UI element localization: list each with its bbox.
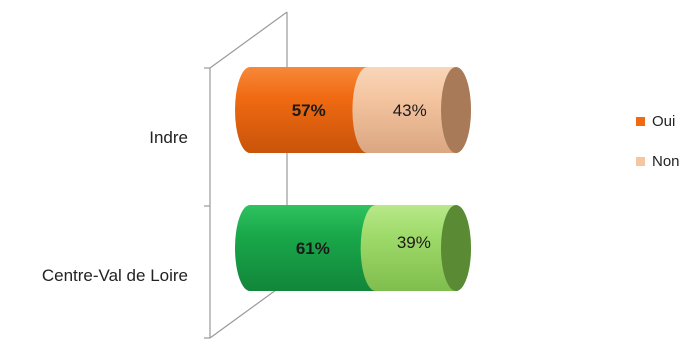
cylinder-end-cap bbox=[441, 205, 471, 291]
legend-item-non: Non bbox=[636, 152, 680, 170]
bar-segment-oui bbox=[235, 67, 383, 153]
legend-swatch-non bbox=[636, 156, 645, 166]
bar-segment-non bbox=[352, 67, 471, 153]
axis-bottom-diagonal bbox=[209, 281, 288, 339]
data-label-oui: 61% bbox=[296, 239, 330, 258]
data-label-non: 43% bbox=[393, 101, 427, 120]
data-label-oui: 57% bbox=[292, 101, 326, 120]
legend: Oui Non bbox=[636, 112, 680, 192]
legend-label: Oui bbox=[652, 112, 676, 130]
data-label-non: 39% bbox=[397, 233, 431, 252]
category-label: Centre-Val de Loire bbox=[42, 266, 188, 285]
bars: 57% 43% 61% 39% bbox=[235, 67, 471, 291]
bar-segment-oui bbox=[235, 205, 391, 291]
cylinder-end-cap bbox=[441, 67, 471, 153]
legend-label: Non bbox=[652, 152, 680, 170]
axis-back-top-diagonal bbox=[209, 11, 288, 69]
legend-swatch-oui bbox=[636, 116, 645, 126]
legend-item-oui: Oui bbox=[636, 112, 680, 130]
category-label: Indre bbox=[149, 128, 188, 147]
